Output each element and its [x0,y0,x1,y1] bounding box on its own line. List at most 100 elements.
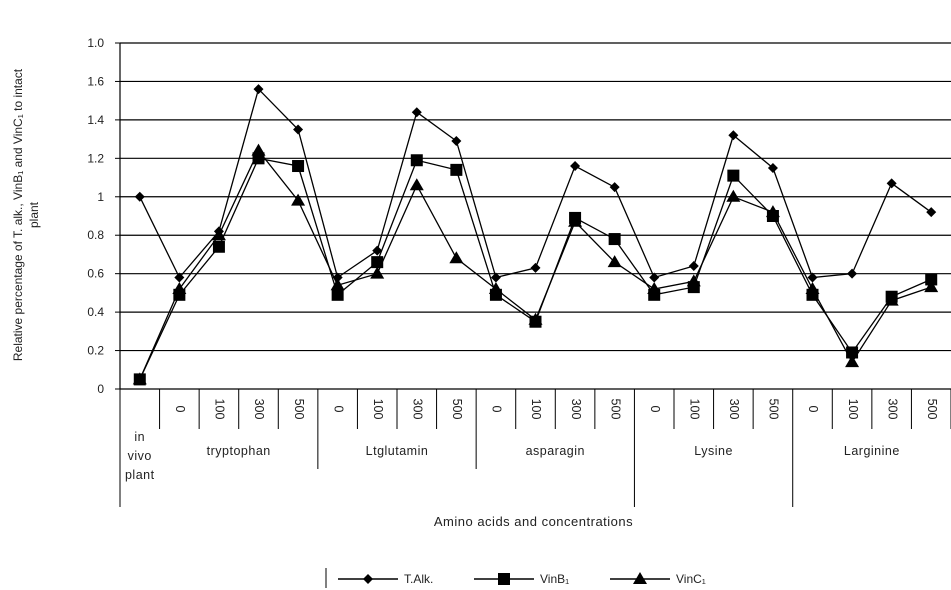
x-tick-label: 100 [371,399,385,420]
data-point [845,355,860,368]
data-point [726,189,741,202]
group-label: Ltglutamin [366,444,429,458]
legend: T.Alk. VinB₁ VinC₁ [325,568,706,588]
x-tick-label: 100 [529,399,543,420]
data-point [372,245,383,256]
data-point [568,214,583,227]
data-point [172,282,187,295]
x-tick-label: 500 [608,399,622,420]
legend-marker [633,572,647,584]
data-point [174,272,185,283]
x-tick-label: 500 [925,399,939,420]
data-point [609,182,620,193]
data-point [411,107,422,118]
data-point [330,278,345,291]
grid-layer [120,42,951,352]
data-point [807,272,818,283]
x-tick-label: 100 [213,399,227,420]
data-point [134,191,145,202]
data-point [251,143,266,156]
data-point [370,266,385,279]
x-tick-label: 0 [648,406,662,413]
x-tick-label: 300 [569,399,583,420]
data-point [805,282,820,295]
axis-layer: 0 0.2 0.4 0.6 0.8 1 1.2 1.4 1.6 1.0 [87,36,951,507]
legend-marker [498,573,510,585]
data-point [727,169,740,182]
data-point [688,260,699,271]
data-point [371,256,384,269]
data-point [253,84,264,95]
x-tick-label: 300 [252,399,266,420]
data-point [212,240,225,253]
x-tick-label: 100 [687,399,701,420]
series-layer [132,84,939,386]
x-tick-label: 100 [846,399,860,420]
y-tick-label: 1.6 [87,74,104,88]
data-point [530,262,541,273]
x-tick-label: 0 [331,406,345,413]
y-tick-label: 1.2 [87,151,104,165]
data-point [767,162,778,173]
data-point [410,154,423,167]
data-point [291,193,306,206]
data-point [570,161,581,172]
legend-label: VinB₁ [540,572,569,586]
data-point [847,268,858,279]
data-point [211,228,226,241]
y-tick-label: 0.4 [87,305,104,319]
x-tick-label: 500 [292,399,306,420]
data-point [451,136,462,147]
data-point [292,160,305,173]
x-tick-label: 0 [173,406,187,413]
x-tick-label: 300 [885,399,899,420]
data-point [331,288,344,301]
data-point [488,282,503,295]
data-point [449,251,464,264]
series-line-1 [139,87,932,279]
legend-label: VinC₁ [676,572,706,586]
data-point [490,272,501,283]
y-tick-label: 0 [97,382,104,396]
data-point [765,205,780,218]
y-tick-label: 0.8 [87,228,104,242]
data-point [607,255,622,268]
x-tick-label: 0 [806,406,820,413]
legend-marker [363,574,373,584]
group-label: Larginine [844,444,900,458]
data-point [649,272,660,283]
data-point [728,130,739,141]
group-label: asparagin [526,444,585,458]
group-label: tryptophan [207,444,271,458]
data-point [409,178,424,191]
y-tick-label: 1.0 [87,36,104,50]
x-tick-label: vivo [128,449,152,463]
data-point [450,163,463,176]
y-tick-label: 1 [97,190,104,204]
y-tick-label: 1.4 [87,113,104,127]
x-axis-title: Amino acids and concentrations [434,514,633,529]
label-layer: 0 100 300 500 0 100 300 500 0 100 300 500 0 100 300 500… [11,68,939,529]
x-tick-label: 300 [410,399,424,420]
data-point [884,293,899,306]
y-tick-label: 0.6 [87,267,104,281]
data-point [924,280,939,293]
data-point [293,124,304,135]
x-tick-label: 0 [490,406,504,413]
data-point [608,233,621,246]
data-point [686,274,701,287]
x-tick-label: 300 [727,399,741,420]
legend-label: T.Alk. [404,572,433,586]
x-tick-label: plant [125,468,155,482]
group-label: Lysine [694,444,733,458]
data-point [647,282,662,295]
data-point [926,207,937,218]
y-axis-title: plant [27,201,41,228]
x-tick-label: in [134,430,145,444]
data-point [132,372,147,385]
x-tick-label: 500 [450,399,464,420]
y-axis-title: Relative percentage of T. alk., VinB₁ an… [11,68,25,361]
data-point [528,312,543,325]
y-tick-label: 0.2 [87,344,104,358]
